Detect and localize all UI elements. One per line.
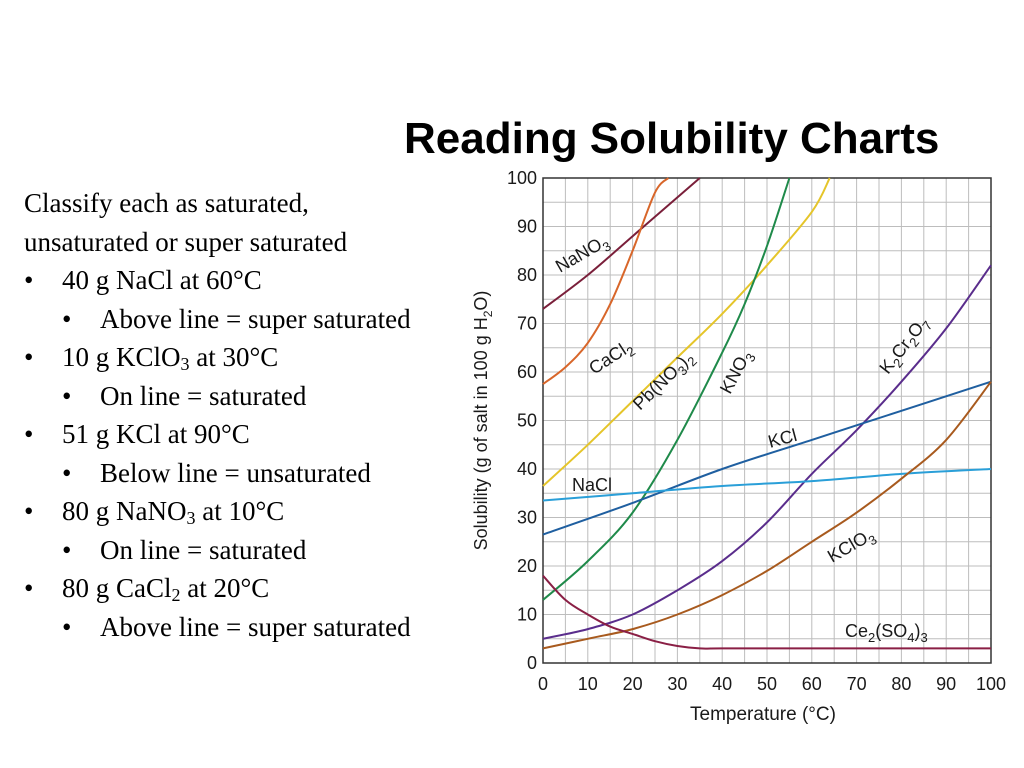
bullet-icon: • — [24, 265, 34, 295]
question-item: • 10 g KClO3 at 30°C — [24, 338, 494, 377]
answer-text: Below line = unsaturated — [100, 457, 371, 488]
y-tick-label: 0 — [527, 653, 537, 673]
answer-item: • On line = saturated — [24, 531, 494, 570]
question-text-tail: at 30°C — [189, 342, 279, 372]
bullet-icon: • — [62, 380, 72, 411]
series-label-nacl: NaCl — [572, 475, 612, 495]
series-label-kcl: KCl — [766, 425, 799, 452]
answer-item: • Above line = super saturated — [24, 300, 494, 339]
answer-text: Above line = super saturated — [100, 303, 411, 334]
series-label-pb-no3-2: Pb(NO3)2 — [629, 347, 700, 417]
series-label-k2cr2o7: K2Cr2O7 — [875, 313, 935, 380]
y-tick-label: 20 — [517, 556, 537, 576]
slide-title: Reading Solubility Charts — [404, 114, 940, 163]
y-axis-title: Solubility (g of salt in 100 g H2O) — [471, 291, 495, 551]
question-subscript: 3 — [186, 508, 196, 528]
bullet-icon: • — [24, 496, 34, 526]
y-tick-label: 70 — [517, 314, 537, 334]
question-text: 80 g CaCl — [62, 573, 172, 603]
question-item: • 80 g CaCl2 at 20°C — [24, 569, 494, 608]
question-item: • 51 g KCl at 90°C — [24, 415, 494, 454]
question-text-tail: at 20°C — [180, 573, 270, 603]
intro-line-2: unsaturated or super saturated — [24, 226, 348, 257]
series-line-k2cr2o7 — [542, 264, 992, 640]
series-line-kcl — [542, 380, 992, 536]
question-item: • 80 g NaNO3 at 10°C — [24, 492, 494, 531]
question-subscript: 2 — [171, 585, 181, 605]
answer-text: On line = saturated — [100, 380, 307, 411]
y-tick-label: 40 — [517, 459, 537, 479]
answer-text: Above line = super saturated — [100, 611, 411, 642]
series-line-kclo3 — [542, 381, 992, 650]
x-tick-label: 80 — [891, 674, 911, 694]
x-axis-title: Temperature (°C) — [690, 704, 836, 725]
y-tick-label: 10 — [517, 605, 537, 625]
y-tick-label: 50 — [517, 411, 537, 431]
bullet-icon: • — [62, 303, 72, 334]
y-tick-label: 30 — [517, 508, 537, 528]
x-tick-label: 40 — [712, 674, 732, 694]
series-label-cacl2: CaCl2 — [585, 336, 638, 382]
x-tick-label: 60 — [802, 674, 822, 694]
chart-series-group — [542, 177, 992, 650]
series-line-ce2-so4-3 — [542, 575, 991, 650]
x-tick-label: 100 — [976, 674, 1006, 694]
x-tick-label: 10 — [578, 674, 598, 694]
series-label-ce2-so4-3: Ce2(SO4)3 — [845, 621, 928, 645]
answer-item: • Below line = unsaturated — [24, 454, 494, 493]
solubility-chart: 0 10 20 30 40 50 60 70 80 90 100 0 10 20 30 40 50 60 70 80 9… — [471, 168, 1006, 725]
x-tick-label: 50 — [757, 674, 777, 694]
y-tick-label: 90 — [517, 217, 537, 237]
answer-text: On line = saturated — [100, 534, 307, 565]
x-tick-label: 90 — [936, 674, 956, 694]
y-tick-label: 100 — [507, 168, 537, 188]
y-tick-label: 60 — [517, 362, 537, 382]
series-line-kno3 — [542, 177, 791, 601]
question-text: 10 g KClO — [62, 342, 181, 372]
question-text: 40 g NaCl at 60°C — [62, 265, 262, 295]
x-tick-label: 20 — [623, 674, 643, 694]
answer-item: • Above line = super saturated — [24, 608, 494, 647]
bullet-icon: • — [62, 457, 72, 488]
plot-frame — [542, 177, 992, 664]
series-line-cacl2 — [542, 177, 670, 385]
chart-grid — [542, 177, 992, 664]
series-label-kclo3: KClO3 — [824, 524, 880, 570]
question-text: 80 g NaNO — [62, 496, 187, 526]
series-label-nano3: NaNO3 — [552, 231, 614, 280]
y-tick-label: 80 — [517, 265, 537, 285]
bullet-icon: • — [62, 534, 72, 565]
intro-line-1: Classify each as saturated, — [24, 188, 309, 218]
chart-ticks: 0 10 20 30 40 50 60 70 80 90 100 0 10 20 30 40 50 60 70 80 9… — [471, 168, 1006, 694]
question-list: Classify each as saturated, unsaturated … — [24, 184, 494, 646]
x-tick-label: 0 — [538, 674, 548, 694]
series-line-pb-no3-2 — [542, 177, 831, 487]
series-line-nano3 — [542, 177, 701, 310]
question-subscript: 3 — [180, 354, 190, 374]
question-text: 51 g KCl at 90°C — [62, 419, 250, 449]
bullet-icon: • — [24, 419, 34, 449]
bullet-icon: • — [24, 342, 34, 372]
x-tick-label: 70 — [847, 674, 867, 694]
question-item: • 40 g NaCl at 60°C — [24, 261, 494, 300]
bullet-icon: • — [62, 611, 72, 642]
bullet-icon: • — [24, 573, 34, 603]
answer-item: • On line = saturated — [24, 377, 494, 416]
x-tick-label: 30 — [667, 674, 687, 694]
series-line-nacl — [542, 468, 992, 502]
question-text-tail: at 10°C — [195, 496, 285, 526]
